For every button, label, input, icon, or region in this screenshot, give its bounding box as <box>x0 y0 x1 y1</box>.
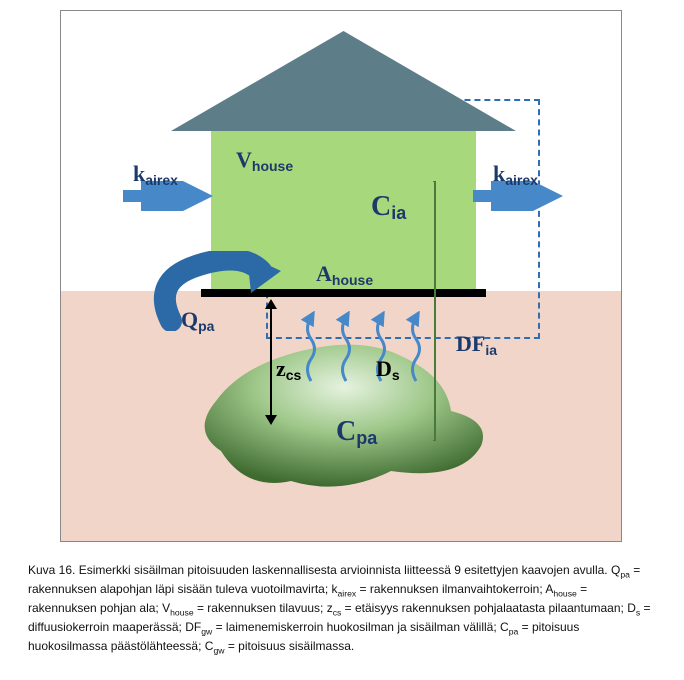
house-roof <box>171 31 516 131</box>
label-c-pa: Cpa <box>336 416 377 449</box>
label-k-airex-right: kairex <box>493 161 538 188</box>
diagram-area: kairex kairex Vhouse Cia Ahouse Qpa DFia… <box>60 10 622 542</box>
roof-svg <box>171 31 516 131</box>
bracket-dfia <box>433 181 463 441</box>
label-z-cs: zcs <box>276 356 301 383</box>
label-c-ia: Cia <box>371 191 406 224</box>
label-a-house: Ahouse <box>316 261 373 288</box>
label-k-airex-left: kairex <box>133 161 178 188</box>
label-q-pa: Qpa <box>181 307 214 334</box>
label-df-ia: DFia <box>456 331 497 358</box>
label-d-s: Ds <box>376 356 400 383</box>
label-v-house: Vhouse <box>236 147 293 174</box>
figure-caption: Kuva 16. Esimerkki sisäilman pitoisuuden… <box>28 562 656 657</box>
page: kairex kairex Vhouse Cia Ahouse Qpa DFia… <box>0 0 684 680</box>
diffusion-arrows <box>296 311 446 391</box>
